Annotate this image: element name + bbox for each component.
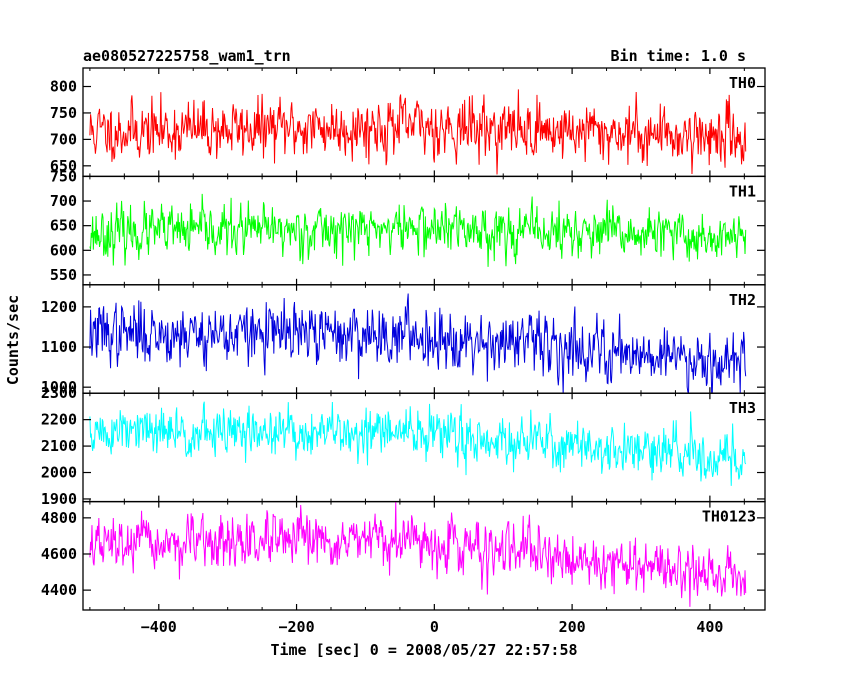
panel-label-th0123: TH0123 <box>702 508 756 526</box>
y-tick-label: 600 <box>50 241 77 259</box>
panel-label-th2: TH2 <box>729 291 756 309</box>
chart-title-left: ae080527225758_wam1_trn <box>83 47 291 65</box>
y-tick-label: 2200 <box>41 411 77 429</box>
series-line-th2 <box>89 293 747 394</box>
y-tick-label: 1000 <box>41 378 77 396</box>
y-tick-label: 750 <box>50 104 77 122</box>
panel-label-th3: TH3 <box>729 399 756 417</box>
y-tick-label: 1200 <box>41 298 77 316</box>
y-tick-label: 1900 <box>41 490 77 508</box>
panels-group: 650 700 750 800 TH0 550 600 650 700 750 TH1 1000 110… <box>41 67 766 611</box>
y-tick-label: 4600 <box>41 545 77 563</box>
panel-th2: 1000 1100 1200 TH2 <box>41 284 766 396</box>
panel-th3: 1900 2000 2100 2200 2300 TH3 <box>41 384 766 508</box>
chart-title-right: Bin time: 1.0 s <box>611 47 746 65</box>
x-tick-label: 0 <box>430 618 439 636</box>
panel-label-th0: TH0 <box>729 74 756 92</box>
panel-th0123: 4400 4600 4800 TH0123 <box>41 500 766 611</box>
y-tick-label: 550 <box>50 266 77 284</box>
y-tick-label: 4800 <box>41 509 77 527</box>
series-line-th0 <box>89 89 747 175</box>
y-tick-label: 800 <box>50 78 77 96</box>
panel-label-th1: TH1 <box>729 182 756 200</box>
y-tick-label: 1100 <box>41 338 77 356</box>
series-line-th1 <box>89 193 747 267</box>
y-tick-label: 750 <box>50 167 77 185</box>
series-line-th0123 <box>89 501 747 607</box>
y-axis-label: Counts/sec <box>4 295 22 385</box>
x-axis: −400 −200 0 200 400 <box>141 618 724 636</box>
x-tick-label: −200 <box>278 618 314 636</box>
panel-th0: 650 700 750 800 TH0 <box>50 67 766 178</box>
y-tick-label: 700 <box>50 130 77 148</box>
panel-th1: 550 600 650 700 750 TH1 <box>50 167 766 286</box>
y-tick-label: 2100 <box>41 437 77 455</box>
series-line-th3 <box>89 401 747 486</box>
y-tick-label: 2300 <box>41 384 77 402</box>
x-tick-label: −400 <box>141 618 177 636</box>
panel-frame <box>82 500 766 611</box>
x-axis-label: Time [sec] 0 = 2008/05/27 22:57:58 <box>270 641 577 659</box>
x-tick-label: 200 <box>559 618 586 636</box>
y-tick-label: 650 <box>50 157 77 175</box>
y-tick-label: 4400 <box>41 581 77 599</box>
x-tick-label: 400 <box>696 618 723 636</box>
y-tick-label: 650 <box>50 217 77 235</box>
y-tick-label: 2000 <box>41 464 77 482</box>
y-tick-label: 700 <box>50 192 77 210</box>
